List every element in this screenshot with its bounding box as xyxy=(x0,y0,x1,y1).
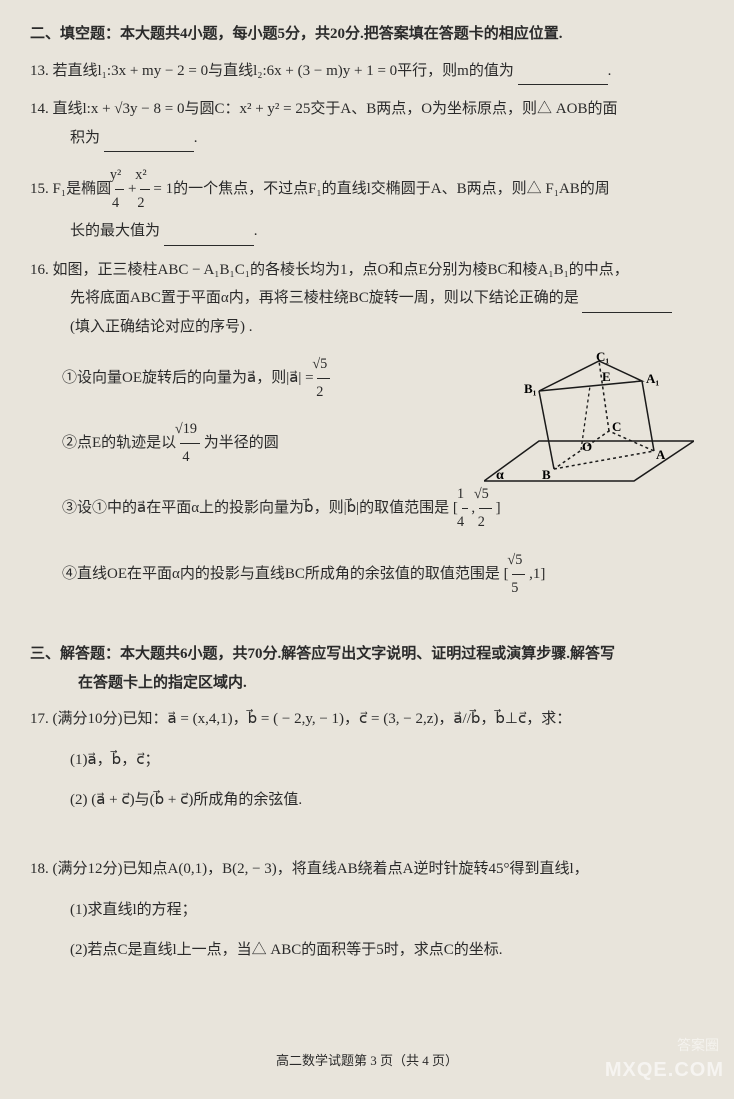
section3-header: 三、解答题：本大题共6小题，共70分.解答应写出文字说明、证明过程或演算步骤.解… xyxy=(30,640,704,697)
q15-frac1: y² 4 xyxy=(115,162,124,217)
watermark-bottom: MXQE.COM xyxy=(605,1051,724,1089)
svg-text:B₁: B₁ xyxy=(524,381,537,396)
q16-line3: (填入正确结论对应的序号) . xyxy=(70,319,253,335)
section2-header: 二、填空题：本大题共4小题，每小题5分，共20分.把答案填在答题卡的相应位置. xyxy=(30,20,704,49)
q13-text: 13. 若直线l₁:3x + my − 2 = 0与直线l₂:6x + (3 −… xyxy=(30,63,514,79)
svg-text:A₁: A₁ xyxy=(646,371,659,386)
svg-text:A: A xyxy=(656,447,666,462)
prism-diagram: C₁ B₁ A₁ E C B A O α xyxy=(484,351,694,501)
q16-opt4-frac: √5 5 xyxy=(512,547,525,602)
blank-q15 xyxy=(164,228,254,246)
q16-opt1-frac: √5 2 xyxy=(317,351,330,406)
q16-opt3-text: ③设①中的a⃗在平面α上的投影向量为b⃗，则|b⃗|的取值范围是 xyxy=(62,500,449,516)
q16-opt4-text: ④直线OE在平面α内的投影与直线BC所成角的余弦值的取值范围是 xyxy=(62,566,500,582)
q17: 17. (满分10分)已知：a⃗ = (x,4,1)，b⃗ = ( − 2,y,… xyxy=(30,705,704,815)
q17-line1: 17. (满分10分)已知：a⃗ = (x,4,1)，b⃗ = ( − 2,y,… xyxy=(30,711,571,727)
q16-opt4-after: ,1] xyxy=(529,566,545,582)
q16-opt1-text: ①设向量OE旋转后的向量为a⃗，则|a⃗| = xyxy=(62,370,317,386)
q16: 16. 如图，正三棱柱ABC − A₁B₁C₁的各棱长均为1，点O和点E分别为棱… xyxy=(30,256,704,602)
blank-q13 xyxy=(518,67,608,85)
blank-q16 xyxy=(582,295,672,313)
q16-line2: 先将底面ABC置于平面α内，再将三棱柱绕BC旋转一周，则以下结论正确的是 xyxy=(70,290,579,306)
q13: 13. 若直线l₁:3x + my − 2 = 0与直线l₂:6x + (3 −… xyxy=(30,57,704,86)
svg-text:E: E xyxy=(602,369,611,384)
q18-sub2: (2)若点C是直线l上一点，当△ ABC的面积等于5时，求点C的坐标. xyxy=(38,936,704,965)
q16-opt2-after: 为半径的圆 xyxy=(204,435,279,451)
q17-sub2: (2) (a⃗ + c⃗)与(b⃗ + c⃗)所成角的余弦值. xyxy=(38,786,704,815)
q14: 14. 直线l:x + √3y − 8 = 0与圆C：x² + y² = 25交… xyxy=(30,95,704,152)
svg-text:C: C xyxy=(612,419,621,434)
svg-text:α: α xyxy=(496,468,504,483)
q15: 15. F₁是椭圆 y² 4 + x² 2 = 1的一个焦点，不过点F₁的直线l… xyxy=(30,162,704,246)
q16-opt3-frac1: 1 4 xyxy=(462,481,468,536)
q15-frac2: x² 2 xyxy=(140,162,149,217)
svg-text:O: O xyxy=(582,439,592,454)
q18-line1: 18. (满分12分)已知点A(0,1)，B(2, − 3)，将直线AB绕着点A… xyxy=(30,861,589,877)
svg-text:C₁: C₁ xyxy=(596,351,609,364)
q14-line1: 14. 直线l:x + √3y − 8 = 0与圆C：x² + y² = 25交… xyxy=(30,101,617,117)
q16-opt3-rbracket: ] xyxy=(496,500,501,516)
blank-q14 xyxy=(104,134,194,152)
q18-sub1: (1)求直线l的方程； xyxy=(38,896,704,925)
q15-line2: 长的最大值为 xyxy=(70,223,160,239)
q16-opt2-frac: √19 4 xyxy=(180,416,200,471)
q16-line1: 16. 如图，正三棱柱ABC − A₁B₁C₁的各棱长均为1，点O和点E分别为棱… xyxy=(30,262,629,278)
svg-text:B: B xyxy=(542,467,551,482)
q15-after: = 1的一个焦点，不过点F₁的直线l交椭圆于A、B两点，则△ F₁AB的周 xyxy=(153,181,609,197)
q18: 18. (满分12分)已知点A(0,1)，B(2, − 3)，将直线AB绕着点A… xyxy=(30,855,704,965)
q16-opt2-before: ②点E的轨迹是以 xyxy=(62,435,176,451)
q14-line2: 积为 xyxy=(70,130,100,146)
q15-before: 15. F₁是椭圆 xyxy=(30,181,111,197)
q17-sub1: (1)a⃗，b⃗，c⃗； xyxy=(38,746,704,775)
